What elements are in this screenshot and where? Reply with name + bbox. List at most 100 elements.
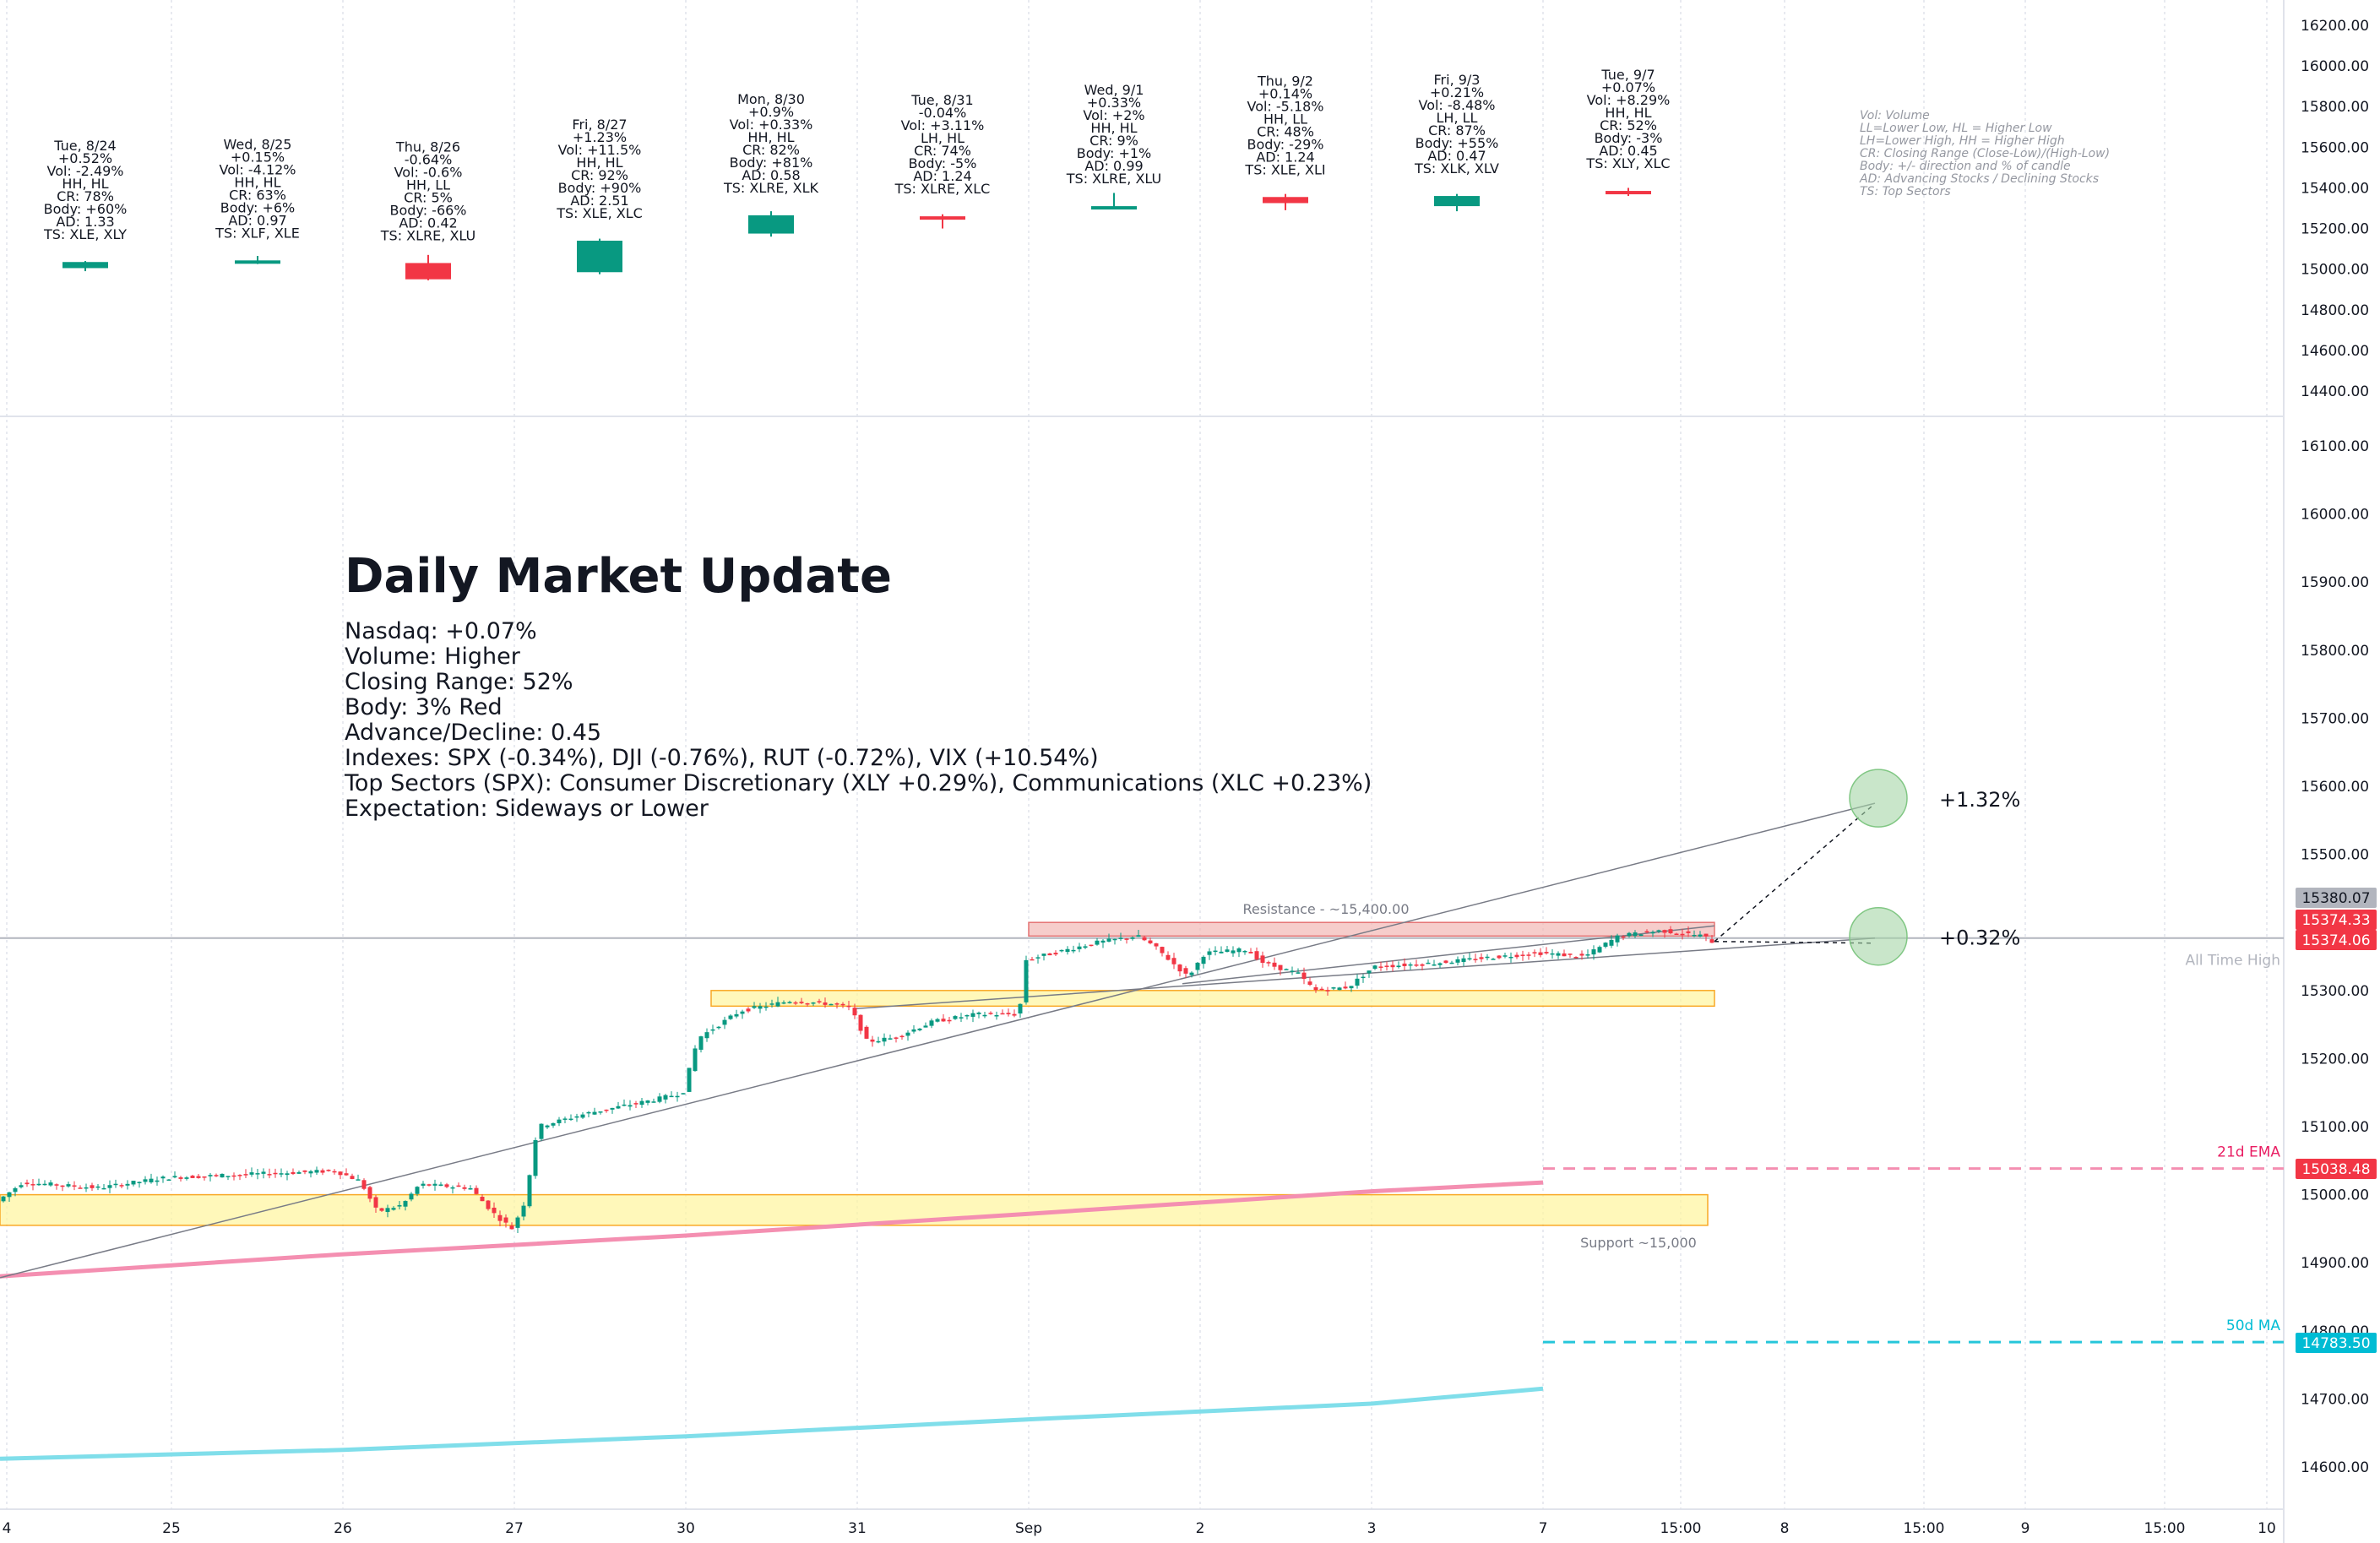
price-tag-box xyxy=(2296,910,2377,930)
intraday-candle-body xyxy=(1390,964,1395,968)
intraday-candle-body xyxy=(1242,950,1247,953)
intraday-candle-body xyxy=(66,1184,71,1187)
intraday-candle-body xyxy=(1361,976,1366,979)
intraday-candle-body xyxy=(1343,986,1348,989)
daily-summary-line: LH, LL xyxy=(1437,110,1478,126)
daily-candle-body xyxy=(405,263,451,280)
price-tag-box xyxy=(2296,930,2377,950)
intraday-candle-body xyxy=(1384,965,1389,967)
intraday-candle-body xyxy=(1674,933,1679,935)
daily-summary-line: Thu, 9/2 xyxy=(1257,73,1313,89)
intraday-candle-body xyxy=(651,1101,656,1103)
intraday-candle-body xyxy=(243,1174,248,1176)
time-tick-label: 7 xyxy=(1539,1520,1548,1537)
intraday-candle-body xyxy=(1591,949,1596,955)
intraday-candle-body xyxy=(1349,986,1354,989)
intraday-candle-body xyxy=(1296,972,1301,974)
intraday-candle-body xyxy=(752,1006,757,1008)
intraday-candle-body xyxy=(610,1107,615,1110)
intraday-candle-body xyxy=(1556,953,1561,956)
intraday-candle-body xyxy=(1467,958,1472,960)
projection-label: +1.32% xyxy=(1939,788,2020,812)
chart-grid xyxy=(0,0,2285,1543)
intraday-candle-body xyxy=(361,1180,367,1189)
intraday-candle-body xyxy=(1579,954,1584,956)
projection-arrow xyxy=(1714,804,1874,943)
price-axis[interactable]: 14400.00 14600.00 14800.00 15000.00 15200.00… xyxy=(2296,18,2377,1476)
legend-note: AD: Advancing Stocks / Declining Stocks xyxy=(1859,172,2099,186)
daily-summary-line: AD: 1.24 xyxy=(1256,149,1314,165)
legend-note: LH=Lower High, HH = Higher High xyxy=(1860,134,2065,148)
daily-summary-line: Vol: +2% xyxy=(1083,107,1144,123)
intraday-candle-body xyxy=(1461,958,1466,963)
intraday-candle-body xyxy=(562,1118,568,1120)
intraday-candle-body xyxy=(899,1035,905,1038)
intraday-candle-body xyxy=(681,1093,686,1095)
intraday-candle-body xyxy=(657,1096,662,1102)
daily-summary-line: +0.15% xyxy=(231,149,285,165)
intraday-candle-body xyxy=(823,1002,828,1005)
intraday-candle-body xyxy=(1130,937,1135,939)
intraday-candle-body xyxy=(787,1002,792,1003)
daily-summary-line: -0.04% xyxy=(919,105,967,121)
intraday-candle-body xyxy=(427,1184,432,1186)
daily-summary-line: CR: 48% xyxy=(1257,123,1314,139)
time-axis[interactable]: 4 25 26 27 30 31 Sep 2 3 7 15:00 8 15:00 9 15:00 10 xyxy=(3,1520,2276,1537)
intraday-candle-body xyxy=(1703,933,1709,937)
intraday-candle-body xyxy=(1160,947,1165,954)
intraday-candle-body xyxy=(296,1171,302,1174)
intraday-candle-body xyxy=(1485,956,1490,959)
intraday-candle-body xyxy=(1603,943,1608,947)
intraday-candle-body xyxy=(1650,932,1655,934)
legend-note: LL=Lower Low, HL = Higher Low xyxy=(1860,122,2052,135)
intraday-candle-body xyxy=(220,1173,225,1178)
intraday-candle-body xyxy=(509,1225,514,1230)
intraday-candle-body xyxy=(474,1187,479,1194)
intraday-candle-body xyxy=(78,1187,83,1189)
time-tick-label: 10 xyxy=(2258,1520,2276,1537)
intraday-candle-body xyxy=(214,1175,219,1176)
intraday-candle-body xyxy=(107,1185,112,1188)
intraday-candle-body xyxy=(1006,1013,1011,1014)
intraday-candle-body xyxy=(805,1002,810,1005)
intraday-candle-body xyxy=(1609,939,1614,946)
price-tag-box xyxy=(2296,1159,2377,1179)
intraday-candle-body xyxy=(947,1019,952,1022)
daily-summary-line: Wed, 9/1 xyxy=(1084,82,1144,98)
intraday-candle-body xyxy=(1508,956,1513,959)
intraday-candle-body xyxy=(710,1029,715,1031)
intraday-candle-body xyxy=(137,1182,142,1183)
intraday-candle-body xyxy=(1627,932,1632,937)
price-tick-label: 15900.00 xyxy=(2301,574,2369,591)
intraday-candle-body xyxy=(716,1026,721,1029)
price-tick-label: 15600.00 xyxy=(2301,779,2369,796)
intraday-candle-body xyxy=(338,1171,343,1176)
intraday-candle-body xyxy=(568,1118,573,1121)
daily-summary-line: TS: XLRE, XLC xyxy=(894,181,991,197)
time-tick-label: 25 xyxy=(162,1520,181,1537)
intraday-candle-body xyxy=(19,1185,24,1187)
daily-summary-line: CR: 92% xyxy=(571,167,628,183)
intraday-candle-body xyxy=(249,1172,254,1175)
intraday-candle-body xyxy=(1402,963,1407,966)
price-tag: 14783.50 xyxy=(2296,1333,2377,1353)
update-line: Closing Range: 52% xyxy=(345,669,573,695)
intraday-candle-body xyxy=(320,1170,325,1173)
intraday-candle-body xyxy=(332,1171,337,1173)
intraday-candle-body xyxy=(1166,954,1171,960)
intraday-candle-body xyxy=(1030,959,1035,961)
intraday-candle-body xyxy=(1219,951,1224,954)
intraday-candle-body xyxy=(1367,970,1372,974)
intraday-candle-body xyxy=(1089,944,1094,947)
daily-summary-line: Body: +6% xyxy=(220,199,296,215)
intraday-candle-body xyxy=(1656,930,1661,932)
intraday-candle-body xyxy=(456,1185,461,1187)
intraday-candle-body xyxy=(1573,957,1579,959)
intraday-candle-body xyxy=(226,1176,231,1177)
daily-summary-line: AD: 0.97 xyxy=(228,212,286,228)
intraday-candle-body xyxy=(1000,1013,1005,1015)
daily-summary-line: TS: XLF, XLE xyxy=(215,225,300,241)
